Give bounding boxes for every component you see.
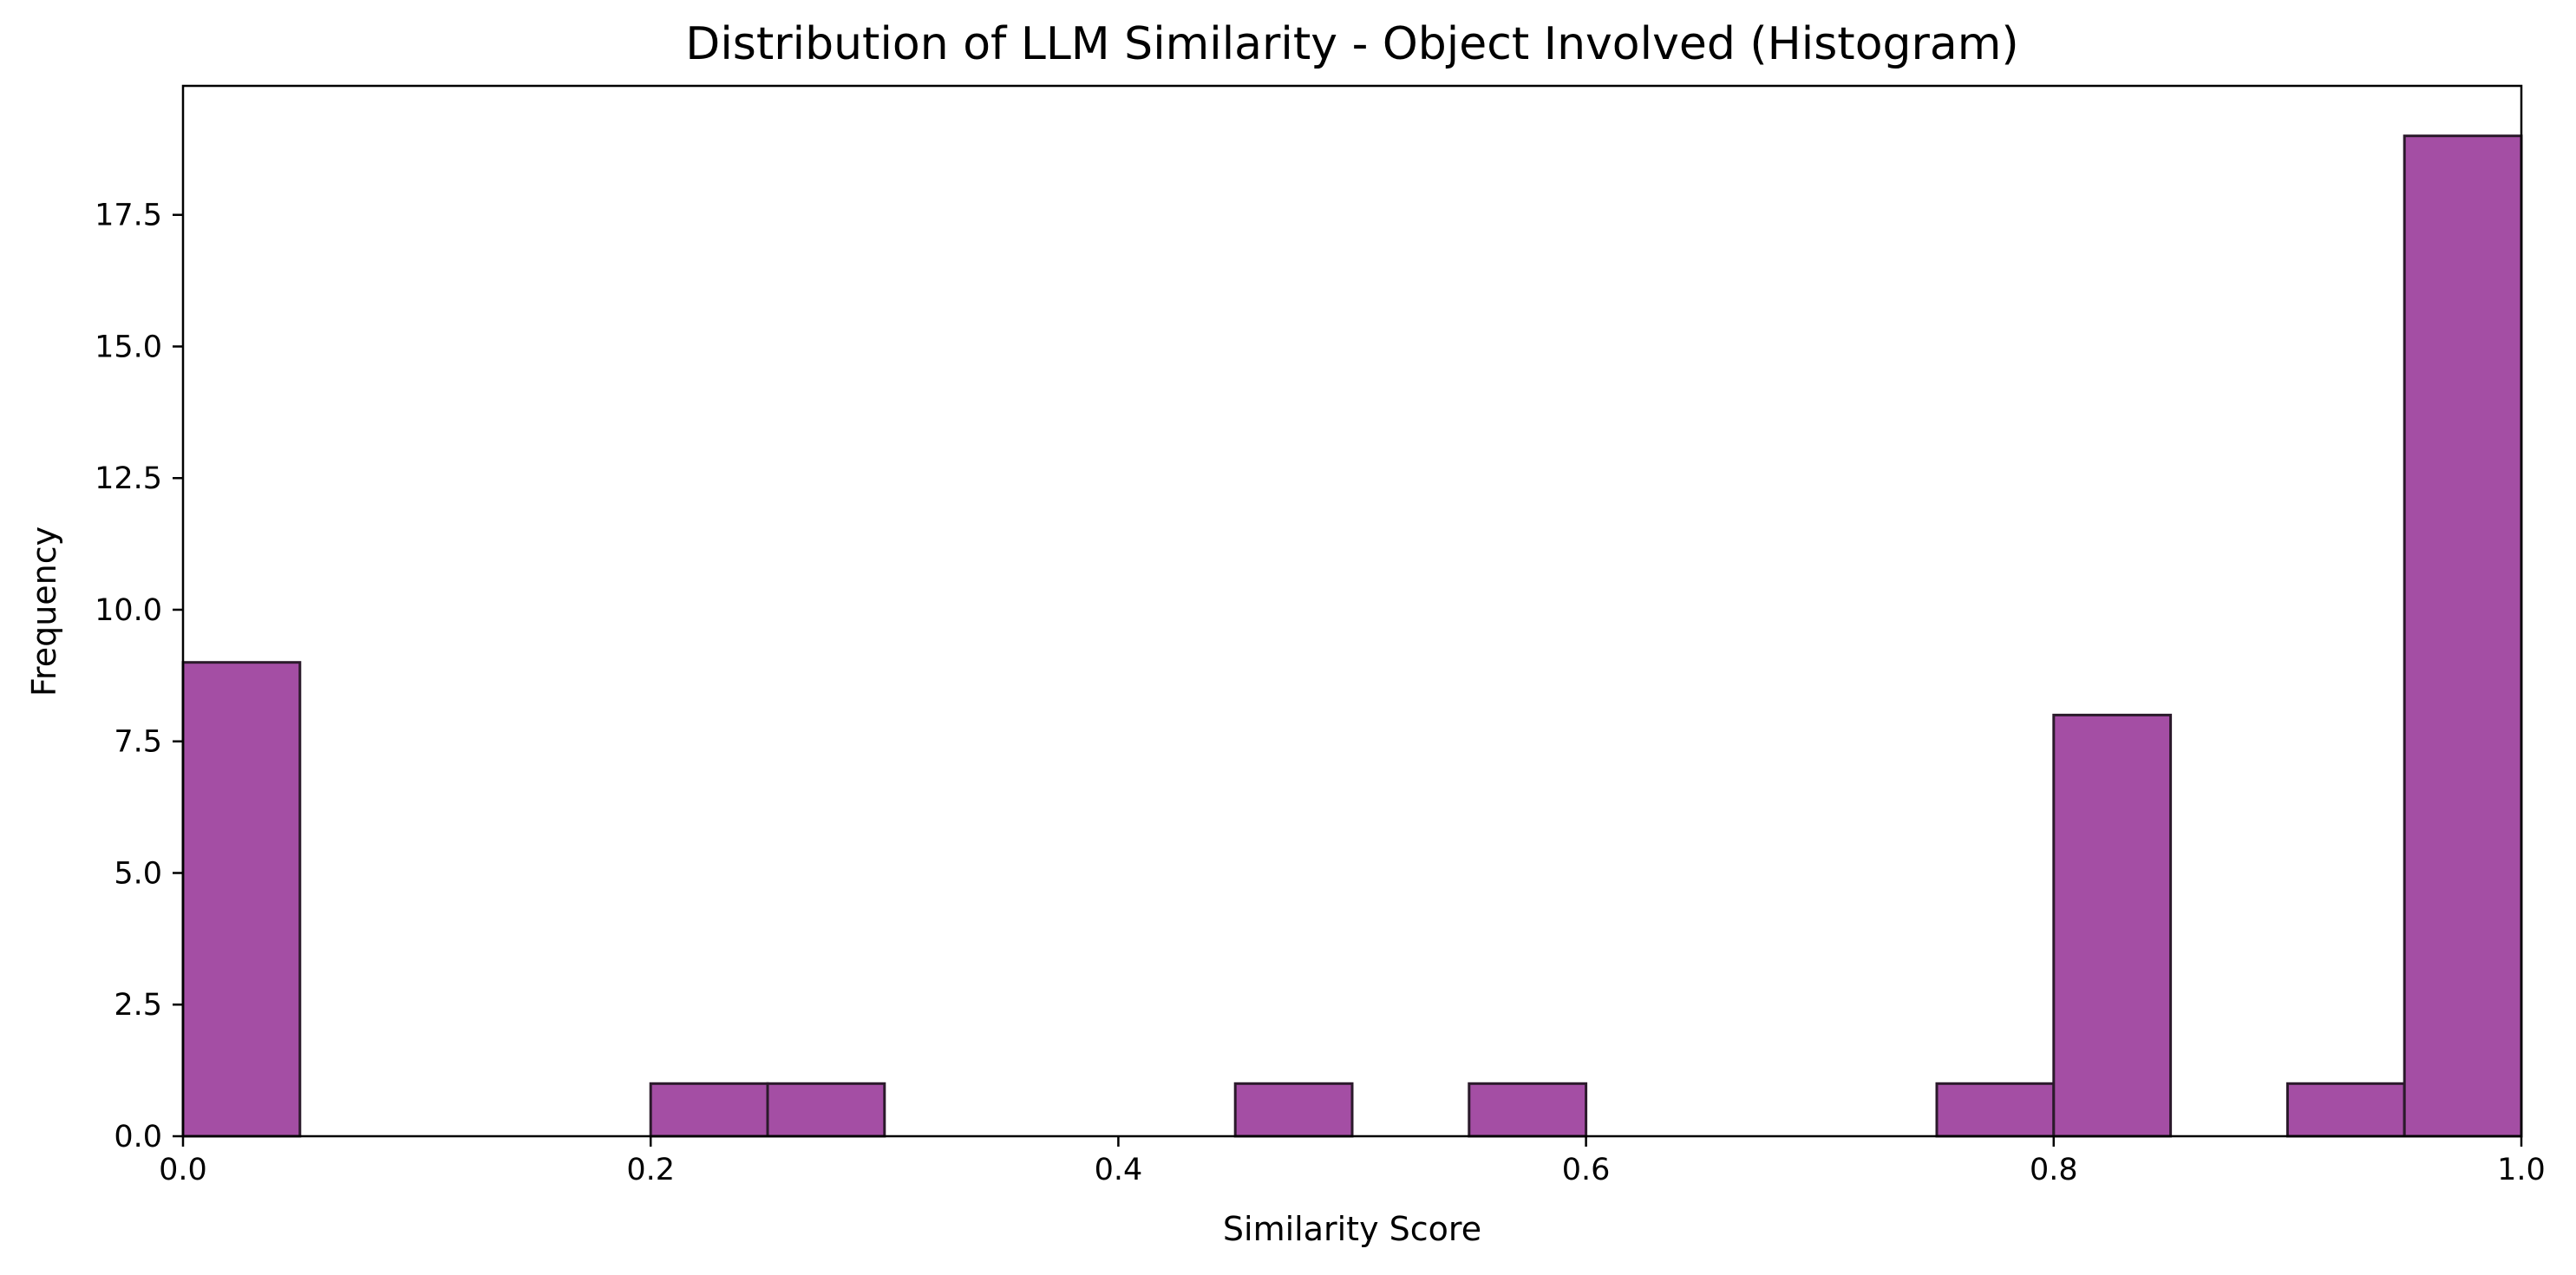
y-tick-label: 17.5 [95,199,162,233]
x-tick-label: 1.0 [2497,1153,2546,1187]
y-axis-ticks: 0.0 2.5 5.0 7.5 10.0 12.5 15.0 17.5 [95,199,183,1154]
x-tick-label: 0.8 [2030,1153,2078,1187]
x-axis-ticks: 0.0 0.2 0.4 0.6 0.8 1.0 [159,1136,2546,1187]
histogram-bar [649,1082,769,1138]
y-tick-label: 10.0 [95,593,162,628]
y-tick-label: 12.5 [95,461,162,496]
y-tick-label: 7.5 [114,725,162,760]
y-axis-label: Frequency [25,526,63,696]
x-axis-label: Similarity Score [1223,1210,1481,1248]
y-tick-label: 2.5 [114,988,162,1023]
y-tick-label: 15.0 [95,330,162,364]
histogram-bar [2285,1082,2406,1138]
histogram-bar [181,661,302,1138]
histogram-bar [1468,1082,1588,1138]
plot-area-frame [181,84,2523,1138]
chart-title: Distribution of LLM Similarity - Object … [685,18,2018,70]
x-tick-label: 0.2 [626,1153,675,1187]
y-tick-label: 0.0 [114,1120,162,1154]
histogram-bar [2052,713,2173,1138]
y-tick-label: 5.0 [114,856,162,891]
histogram-bar [1233,1082,1354,1138]
histogram-bar [2403,134,2523,1138]
histogram-bar [1935,1082,2056,1138]
bars-layer [181,134,2523,1138]
x-tick-label: 0.6 [1562,1153,1611,1187]
histogram-bar [766,1082,886,1138]
x-tick-label: 0.0 [159,1153,207,1187]
x-tick-label: 0.4 [1095,1153,1143,1187]
